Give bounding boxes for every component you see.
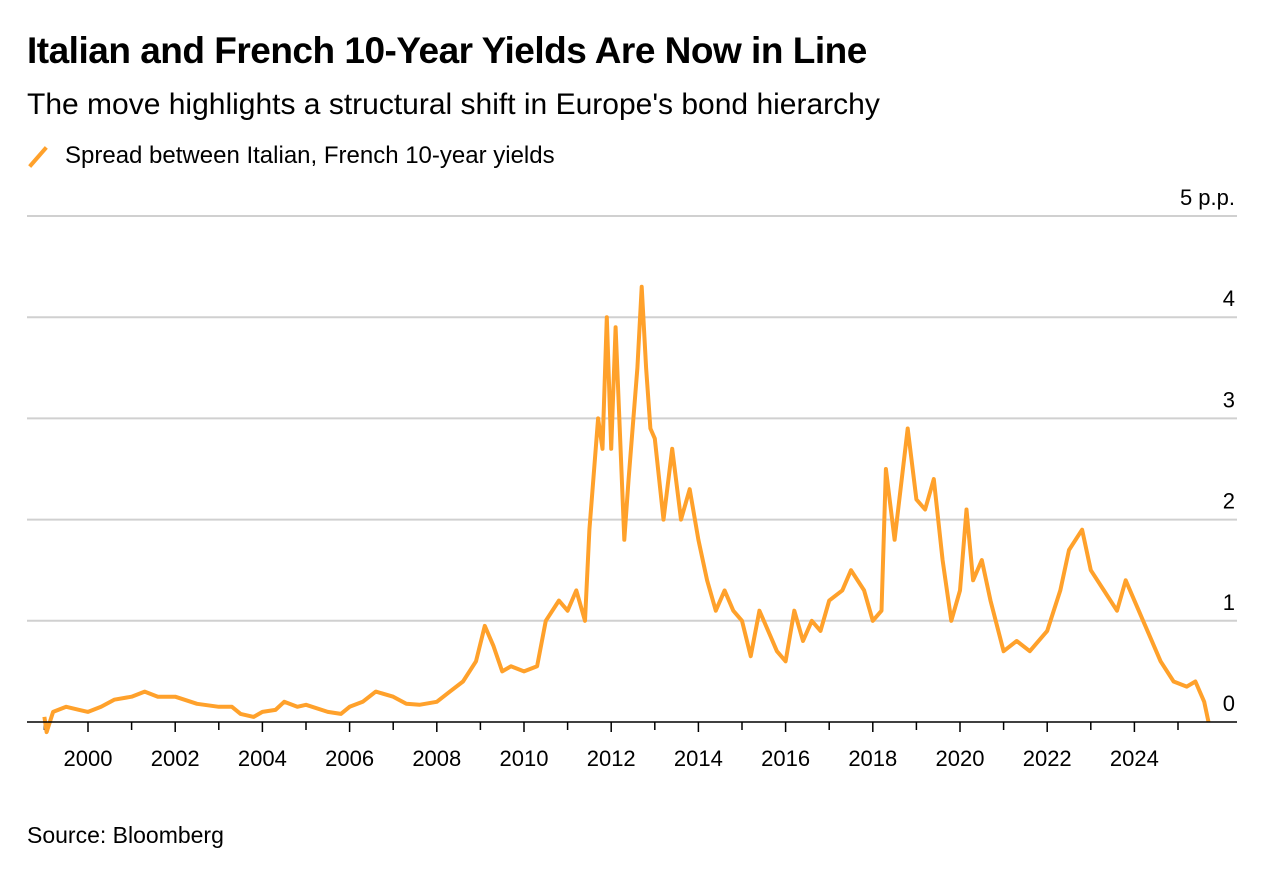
x-tick-label: 2012 [587, 746, 636, 771]
chart-title: Italian and French 10-Year Yields Are No… [27, 30, 867, 71]
y-tick-label: 2 [1223, 489, 1235, 514]
x-tick-label: 2004 [238, 746, 287, 771]
y-tick-label: 0 [1223, 691, 1235, 716]
x-tick-label: 2006 [325, 746, 374, 771]
x-tick-label: 2022 [1023, 746, 1072, 771]
y-tick-label: 1 [1223, 590, 1235, 615]
x-tick-label: 2014 [674, 746, 723, 771]
chart-subtitle: The move highlights a structural shift i… [27, 88, 880, 121]
legend-swatch-icon [28, 146, 48, 168]
source-note: Source: Bloomberg [27, 822, 224, 848]
x-tick-label: 2018 [848, 746, 897, 771]
legend: Spread between Italian, French 10-year y… [27, 142, 555, 170]
x-tick-label: 2000 [64, 746, 113, 771]
y-tick-label: 4 [1223, 286, 1235, 311]
y-tick-label: 5 p.p. [1180, 185, 1235, 210]
y-tick-label: 3 [1223, 387, 1235, 412]
legend-label: Spread between Italian, French 10-year y… [65, 142, 555, 169]
x-tick-label: 2020 [936, 746, 985, 771]
series-line-spread [42, 284, 1211, 735]
x-tick-label: 2024 [1110, 746, 1159, 771]
x-tick-label: 2002 [151, 746, 200, 771]
x-tick-label: 2016 [761, 746, 810, 771]
x-tick-label: 2010 [500, 746, 549, 771]
x-tick-label: 2008 [412, 746, 461, 771]
